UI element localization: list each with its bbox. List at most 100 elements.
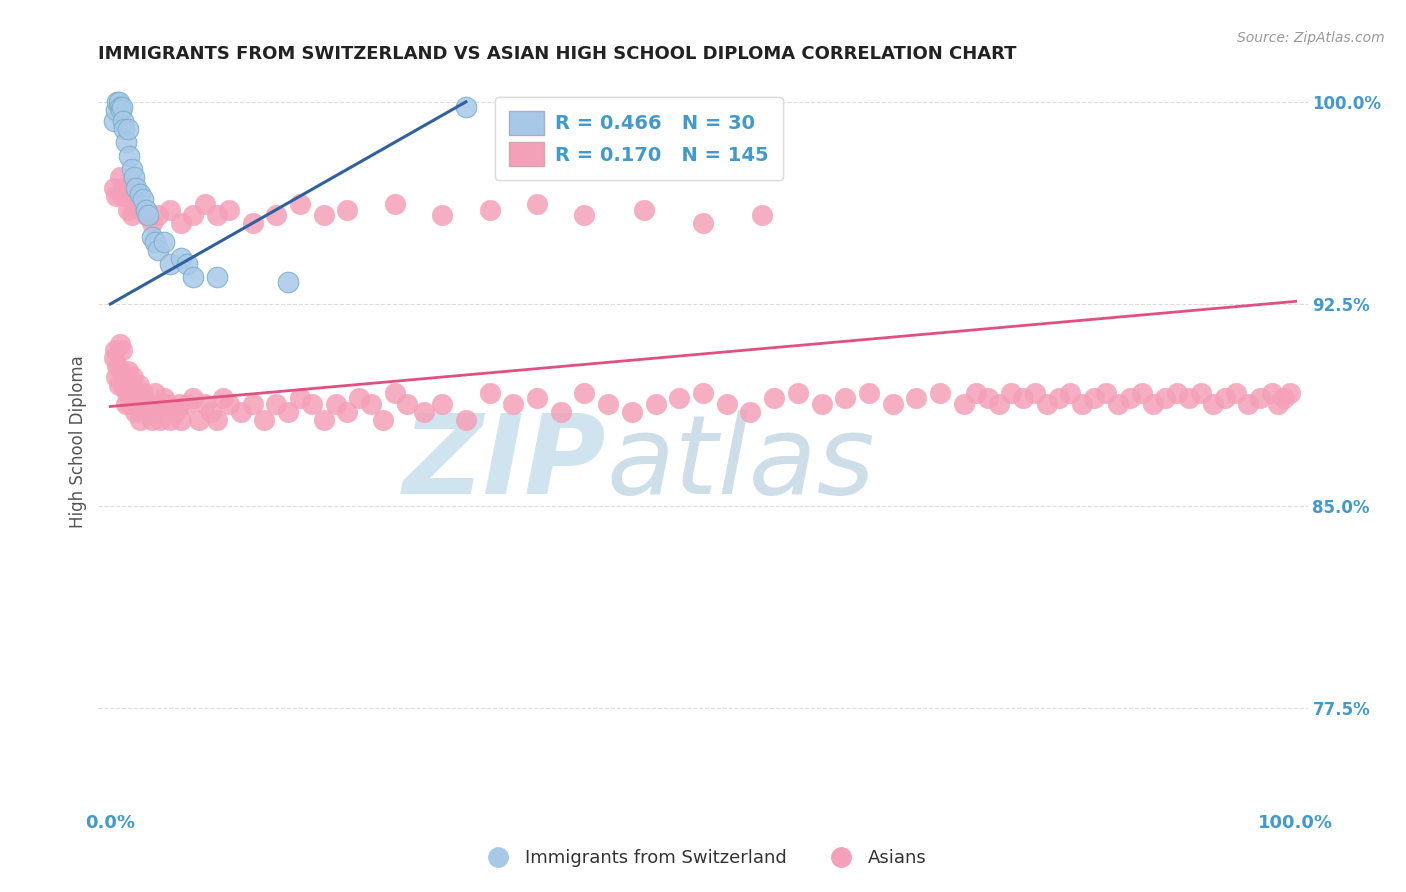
Point	[105, 189, 128, 203]
Point	[212, 392, 235, 406]
Point	[834, 392, 856, 406]
Point	[668, 392, 690, 406]
Point	[105, 369, 128, 384]
Point	[114, 369, 136, 384]
Point	[156, 397, 179, 411]
Point	[108, 170, 131, 185]
Point	[117, 364, 139, 378]
Point	[1261, 386, 1284, 401]
Point	[103, 113, 125, 128]
Legend: R = 0.466   N = 30, R = 0.170   N = 145: R = 0.466 N = 30, R = 0.170 N = 145	[495, 97, 783, 179]
Point	[135, 405, 157, 419]
Point	[384, 386, 406, 401]
Point	[312, 208, 335, 222]
Point	[200, 405, 222, 419]
Point	[165, 405, 187, 419]
Point	[454, 100, 477, 114]
Point	[1278, 386, 1301, 401]
Point	[122, 197, 145, 211]
Point	[135, 208, 157, 222]
Point	[810, 397, 832, 411]
Point	[1036, 397, 1059, 411]
Point	[121, 386, 143, 401]
Point	[105, 95, 128, 109]
Point	[242, 397, 264, 411]
Point	[205, 413, 228, 427]
Point	[229, 405, 252, 419]
Point	[384, 197, 406, 211]
Point	[277, 276, 299, 290]
Point	[502, 397, 524, 411]
Point	[146, 397, 169, 411]
Point	[1225, 386, 1247, 401]
Point	[371, 413, 394, 427]
Point	[644, 397, 666, 411]
Point	[432, 397, 454, 411]
Point	[143, 235, 166, 249]
Point	[336, 405, 359, 419]
Point	[1272, 392, 1295, 406]
Point	[478, 386, 501, 401]
Point	[181, 208, 204, 222]
Point	[135, 202, 157, 217]
Point	[432, 208, 454, 222]
Point	[146, 243, 169, 257]
Point	[188, 413, 211, 427]
Y-axis label: High School Diploma: High School Diploma	[69, 355, 87, 528]
Point	[136, 208, 159, 222]
Point	[141, 216, 163, 230]
Point	[125, 181, 148, 195]
Point	[114, 121, 136, 136]
Point	[1213, 392, 1236, 406]
Point	[751, 208, 773, 222]
Point	[1071, 397, 1094, 411]
Point	[1202, 397, 1225, 411]
Point	[1249, 392, 1271, 406]
Point	[301, 397, 323, 411]
Point	[905, 392, 928, 406]
Point	[129, 186, 152, 201]
Point	[112, 113, 135, 128]
Point	[170, 251, 193, 265]
Point	[110, 103, 132, 117]
Point	[103, 181, 125, 195]
Point	[131, 397, 153, 411]
Point	[786, 386, 808, 401]
Point	[692, 216, 714, 230]
Point	[1107, 397, 1129, 411]
Point	[288, 392, 311, 406]
Point	[170, 413, 193, 427]
Point	[194, 197, 217, 211]
Point	[118, 149, 141, 163]
Point	[136, 397, 159, 411]
Point	[218, 202, 240, 217]
Point	[395, 397, 418, 411]
Point	[740, 405, 762, 419]
Point	[952, 397, 974, 411]
Point	[132, 192, 155, 206]
Text: atlas: atlas	[606, 409, 875, 516]
Point	[336, 202, 359, 217]
Point	[454, 413, 477, 427]
Point	[347, 392, 370, 406]
Point	[1142, 397, 1164, 411]
Point	[325, 397, 347, 411]
Point	[716, 397, 738, 411]
Point	[1047, 392, 1070, 406]
Point	[129, 413, 152, 427]
Point	[122, 392, 145, 406]
Point	[111, 100, 134, 114]
Point	[108, 100, 131, 114]
Point	[181, 392, 204, 406]
Point	[122, 170, 145, 185]
Point	[692, 386, 714, 401]
Point	[858, 386, 880, 401]
Text: Source: ZipAtlas.com: Source: ZipAtlas.com	[1237, 31, 1385, 45]
Point	[242, 216, 264, 230]
Point	[882, 397, 904, 411]
Point	[107, 378, 129, 392]
Point	[112, 378, 135, 392]
Point	[205, 270, 228, 285]
Point	[1154, 392, 1177, 406]
Point	[1237, 397, 1260, 411]
